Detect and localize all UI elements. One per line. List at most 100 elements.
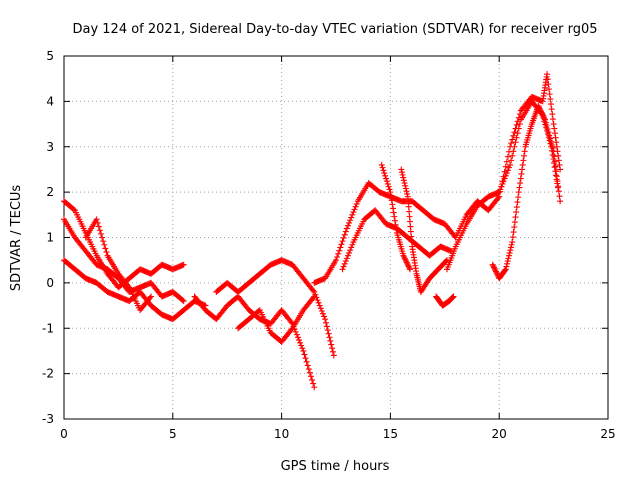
data-point: [502, 267, 509, 274]
data-point: [551, 125, 558, 132]
data-point: [389, 201, 396, 208]
data-point: [401, 254, 408, 261]
series-track-5: [191, 293, 318, 391]
data-point: [551, 164, 558, 171]
data-point: [402, 185, 409, 192]
data-point: [517, 175, 524, 182]
data-point: [383, 178, 390, 185]
data-point: [505, 148, 512, 155]
data-point: [552, 134, 559, 141]
data-point: [546, 91, 553, 98]
data-point: [349, 211, 356, 218]
data-point: [515, 114, 522, 121]
data-point: [509, 152, 516, 159]
data-point: [547, 138, 554, 145]
data-point: [517, 180, 524, 187]
series-track-6: [213, 257, 337, 359]
series-track-10: [378, 161, 413, 273]
data-point: [95, 223, 102, 230]
data-point: [125, 283, 132, 290]
data-point: [509, 234, 516, 241]
data-point: [507, 247, 514, 254]
data-point: [498, 183, 505, 190]
data-point: [513, 209, 520, 216]
data-point: [402, 182, 409, 189]
y-tick-label: 1: [46, 231, 54, 245]
data-point: [513, 134, 520, 141]
data-point: [343, 255, 350, 262]
data-point: [400, 174, 407, 181]
data-point: [399, 171, 406, 178]
data-point: [319, 310, 326, 317]
data-point: [318, 308, 325, 315]
data-point: [511, 224, 518, 231]
data-point: [544, 76, 551, 83]
x-axis-label: GPS time / hours: [281, 459, 390, 474]
x-tick-label: 15: [383, 427, 398, 441]
data-point: [553, 143, 560, 150]
data-point: [304, 362, 311, 369]
data-point: [401, 180, 408, 187]
data-point: [492, 267, 499, 274]
data-point: [502, 266, 509, 273]
data-point: [500, 173, 507, 180]
data-point: [549, 116, 556, 123]
series-track-12: [433, 293, 457, 309]
data-point: [556, 193, 563, 200]
data-point: [344, 222, 351, 229]
data-point: [347, 247, 354, 254]
data-point: [340, 263, 347, 270]
data-point: [513, 204, 520, 211]
data-point: [317, 305, 324, 312]
data-point: [552, 163, 559, 170]
data-point: [403, 259, 410, 266]
data-point: [547, 96, 554, 103]
data-point: [385, 183, 392, 190]
data-point: [323, 323, 330, 330]
y-tick-label: 4: [46, 94, 54, 108]
data-point: [339, 266, 346, 273]
data-point: [390, 209, 397, 216]
data-point: [391, 213, 398, 220]
data-point: [294, 334, 301, 341]
data-point: [327, 337, 334, 344]
data-point: [503, 158, 510, 165]
data-point: [322, 316, 329, 323]
data-point: [506, 249, 513, 256]
data-point: [335, 250, 342, 257]
data-point: [306, 369, 313, 376]
data-point: [545, 81, 552, 88]
data-point: [288, 326, 295, 333]
data-point: [535, 102, 542, 109]
data-point: [540, 113, 547, 120]
data-point: [300, 347, 307, 354]
y-axis-label: SDTVAR / TECUs: [9, 185, 24, 292]
data-point: [512, 125, 519, 132]
data-point: [501, 168, 508, 175]
series-track-11: [398, 166, 450, 295]
data-point: [384, 180, 391, 187]
data-point: [555, 188, 562, 195]
data-point: [497, 188, 504, 195]
grid: [64, 56, 608, 419]
x-tick-label: 20: [492, 427, 507, 441]
data-point: [505, 164, 512, 171]
y-tick-label: -1: [42, 321, 54, 335]
data-points: [61, 71, 564, 391]
data-point: [351, 206, 358, 213]
data-point: [495, 195, 502, 202]
data-point: [402, 256, 409, 263]
data-point: [519, 161, 526, 168]
data-point: [305, 366, 312, 373]
data-point: [491, 265, 498, 272]
data-point: [508, 140, 515, 147]
data-point: [179, 297, 186, 304]
data-point: [549, 145, 556, 152]
data-point: [350, 209, 357, 216]
data-point: [316, 302, 323, 309]
data-point: [443, 258, 450, 265]
data-point: [348, 214, 355, 221]
data-point: [309, 376, 316, 383]
series-track-7: [235, 293, 318, 345]
data-point: [382, 172, 389, 179]
